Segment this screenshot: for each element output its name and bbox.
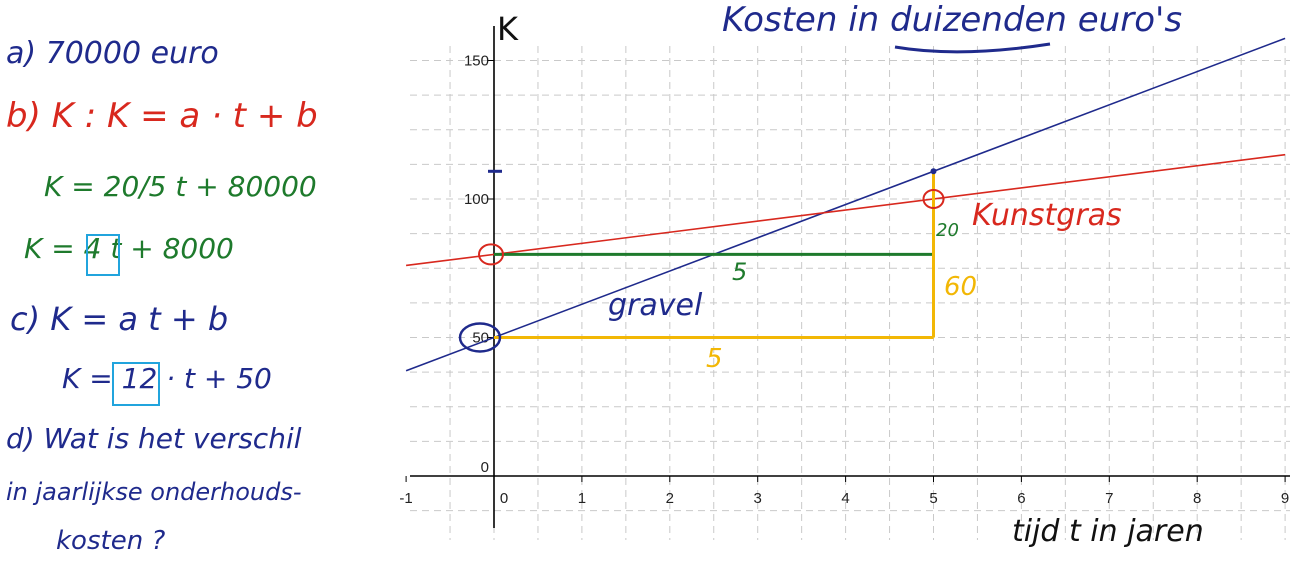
x-tick-label: 9 — [1281, 490, 1289, 507]
y-axis-label: K — [497, 10, 518, 48]
x-tick-label: 4 — [841, 490, 849, 507]
note-b1: K = 20/5 t + 80000 — [44, 170, 317, 203]
x-tick-label: 0 — [500, 490, 508, 507]
x-tick-label: 3 — [754, 490, 762, 507]
label-gold-run: 5 — [706, 344, 723, 374]
line-kunstgras — [405, 153, 1286, 267]
note-b2: K = 4 t + 8000 — [24, 232, 234, 265]
graph-annotations — [458, 42, 1051, 353]
x-tick-label: 6 — [1017, 490, 1025, 507]
y-tick-label: 150 — [464, 53, 489, 70]
x-axis-caption: tijd t in jaren — [1012, 514, 1204, 549]
label-green-rise: 20 — [936, 220, 959, 241]
label-green-run: 5 — [732, 258, 748, 286]
axes — [405, 26, 1290, 528]
x-tick-label: 2 — [666, 490, 674, 507]
tick-labels: -1 0 1 2 3 4 5 6 7 8 9 0 50 100 150 — [399, 53, 1289, 508]
label-kunstgras: Kunstgras — [972, 198, 1122, 233]
note-c1: K = 12 · t + 50 — [62, 362, 272, 395]
boxed-value-12 — [112, 362, 160, 406]
circle-start-gravel — [458, 322, 502, 353]
graph-title: Kosten in duizenden euro's — [722, 0, 1183, 40]
note-b: b) K : K = a · t + b — [6, 96, 318, 136]
y-tick-label: 100 — [464, 191, 489, 208]
x-tick-label: 7 — [1105, 490, 1113, 507]
x-tick-label: 5 — [929, 490, 937, 507]
note-d2: in jaarlijkse onderhouds- — [6, 478, 302, 506]
graph-lines — [405, 37, 1286, 372]
label-gold-rise: 60 — [944, 272, 978, 302]
note-d3: kosten ? — [56, 526, 166, 556]
y-tick-label: 50 — [472, 330, 489, 347]
circle-start-kunstgras — [478, 243, 504, 266]
grid-lines — [410, 46, 1290, 540]
note-c: c) K = a t + b — [10, 300, 229, 338]
line-gravel — [405, 37, 1286, 372]
circle-point-kunstgras — [922, 189, 945, 209]
boxed-value-4 — [86, 234, 120, 276]
x-tick-label: 1 — [578, 490, 586, 507]
note-d1: d) Wat is het verschil — [6, 422, 302, 455]
x-tick-label: -1 — [399, 490, 412, 507]
x-tick-label: 8 — [1193, 490, 1201, 507]
label-gravel: gravel — [608, 288, 703, 323]
dot-point-gravel — [930, 168, 937, 175]
title-underline — [894, 42, 1051, 54]
note-a: a) 70000 euro — [6, 36, 219, 71]
y-tick-label: 0 — [481, 459, 489, 476]
